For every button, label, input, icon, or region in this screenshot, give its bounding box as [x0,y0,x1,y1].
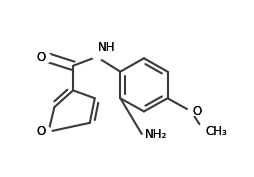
Circle shape [198,123,213,139]
Text: O: O [37,51,46,64]
Text: CH₃: CH₃ [205,125,227,138]
Text: NH₂: NH₂ [145,128,167,141]
Text: O: O [192,105,201,118]
Text: O: O [37,51,46,64]
Text: CH₃: CH₃ [205,125,227,138]
Circle shape [139,135,151,147]
Text: O: O [37,125,46,138]
Circle shape [41,127,51,137]
Text: NH: NH [98,41,115,54]
Circle shape [188,107,197,116]
Circle shape [92,48,104,60]
Text: NH₂: NH₂ [145,128,167,141]
Circle shape [41,53,51,63]
Text: NH: NH [98,41,115,54]
Text: O: O [37,125,46,138]
Text: O: O [192,105,201,118]
